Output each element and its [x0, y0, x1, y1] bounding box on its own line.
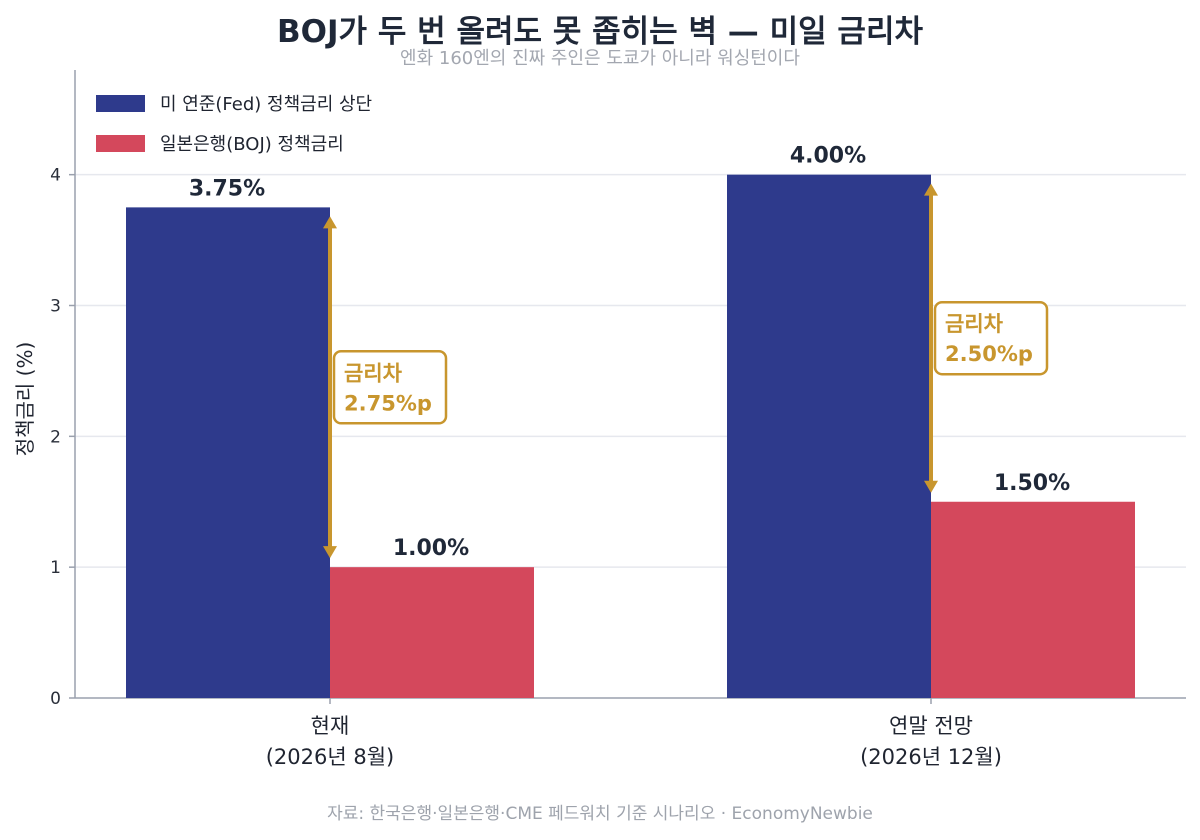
chart-title: BOJ가 두 번 올려도 못 좁히는 벽 — 미일 금리차 — [277, 14, 923, 50]
bar-boj-0 — [330, 567, 534, 698]
data-label-boj-0: 1.00% — [393, 536, 469, 561]
gap-label-box-0 — [332, 350, 448, 425]
bar-boj-1 — [931, 501, 1135, 698]
bar-fed-1 — [727, 174, 931, 698]
legend-label-boj: 일본은행(BOJ) 정책금리 — [160, 134, 344, 155]
chart-subtitle: 엔화 160엔의 진짜 주인은 도쿄가 아니라 워싱턴이다 — [400, 48, 800, 69]
x-tick-label-0-0: 현재 — [311, 714, 350, 738]
gap-label-title-0: 금리차 — [344, 361, 403, 385]
y-tick-label-3: 3 — [50, 297, 61, 317]
data-label-boj-1: 1.50% — [994, 471, 1070, 496]
source-note: 자료: 한국은행·일본은행·CME 페드워치 기준 시나리오 · Economy… — [327, 804, 873, 824]
legend-swatch-fed — [96, 95, 145, 112]
data-label-fed-1: 4.00% — [790, 144, 866, 169]
y-tick-label-2: 2 — [50, 427, 61, 447]
data-label-fed-0: 3.75% — [189, 176, 265, 201]
gap-arrowhead-bottom-1 — [924, 480, 938, 493]
bar-fed-0 — [126, 207, 330, 698]
x-tick-label-1-0: 연말 전망 — [889, 714, 973, 738]
gap-label-value-1: 2.50%p — [945, 342, 1033, 366]
gap-label-box-1 — [933, 300, 1049, 376]
x-tick-label-0-1: (2026년 8월) — [266, 745, 395, 769]
gap-arrowhead-top-1 — [924, 183, 938, 196]
y-tick-label-0: 0 — [50, 689, 61, 709]
gap-label-title-1: 금리차 — [945, 312, 1004, 336]
legend-label-fed: 미 연준(Fed) 정책금리 상단 — [160, 94, 372, 115]
gap-label-value-0: 2.75%p — [344, 391, 432, 415]
legend-swatch-boj — [96, 135, 145, 152]
gap-arrowhead-top-0 — [323, 216, 337, 229]
y-axis-label: 정책금리 (%) — [13, 342, 37, 457]
x-tick-label-1-1: (2026년 12월) — [860, 745, 1002, 769]
y-tick-label-1: 1 — [50, 558, 61, 578]
y-tick-label-4: 4 — [50, 166, 61, 186]
gap-arrowhead-bottom-0 — [323, 546, 337, 559]
